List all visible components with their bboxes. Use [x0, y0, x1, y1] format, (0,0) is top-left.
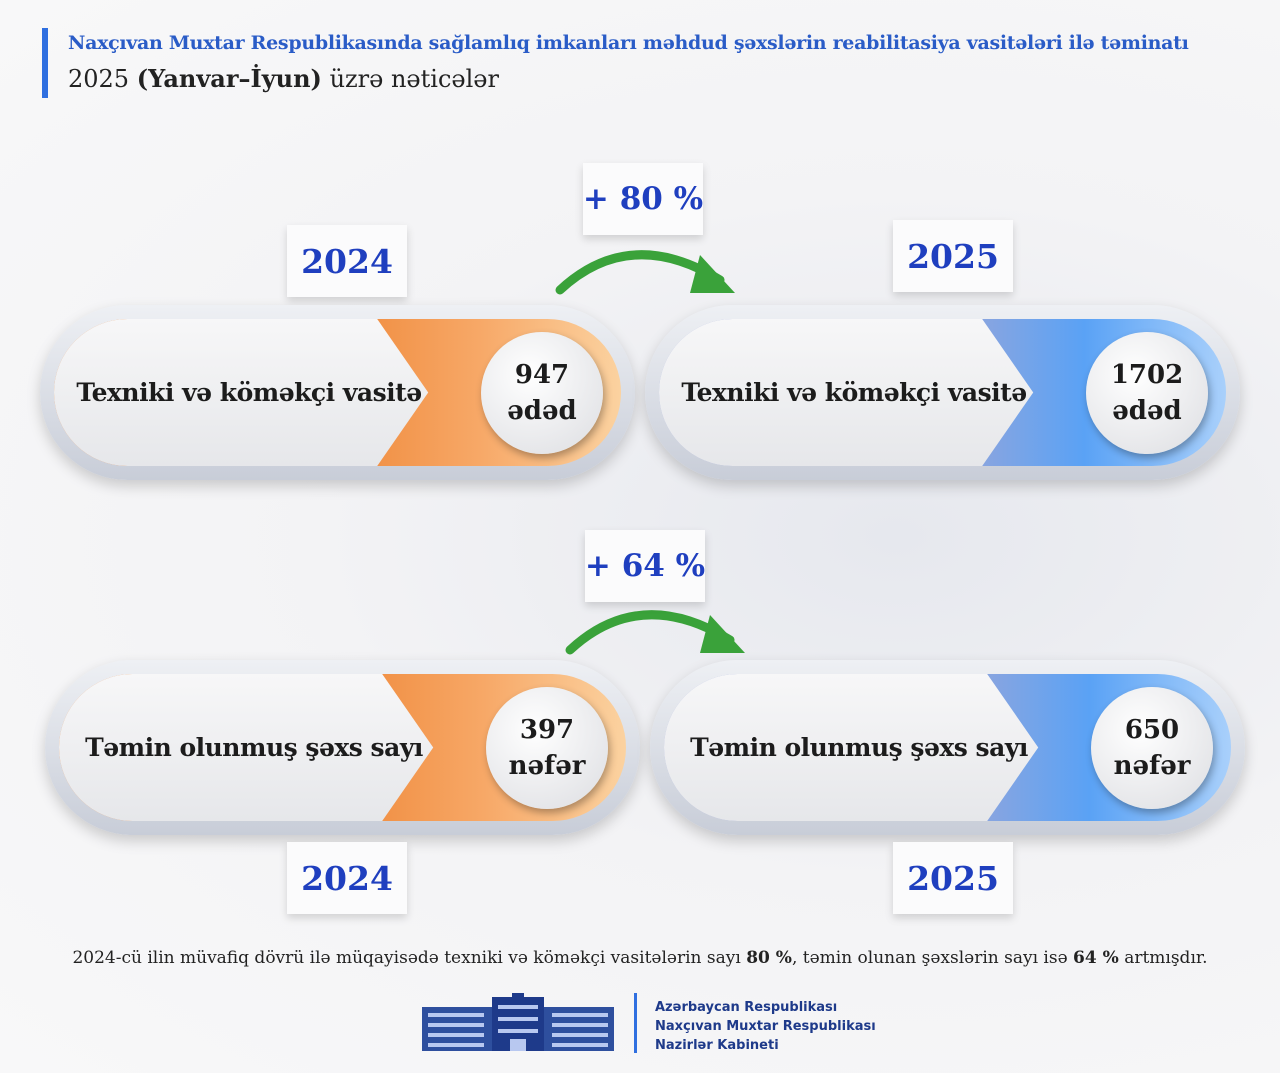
unit: nəfər [1113, 750, 1191, 781]
change-badge: + 80 % [583, 163, 703, 235]
value: 397 [519, 714, 575, 745]
value-circle: 947 ədəd [481, 331, 603, 454]
accent-bar [42, 28, 48, 98]
note-bold: 80 % [746, 948, 792, 968]
value: 1702 [1110, 359, 1184, 390]
building-logo [422, 993, 614, 1051]
value-circle: 650 nəfər [1091, 686, 1213, 809]
year-label: 2025 [893, 842, 1013, 914]
change-badge: + 64 % [585, 530, 705, 602]
card-label: Texniki və köməkçi vasitə [681, 378, 1027, 407]
unit: nəfər [508, 750, 586, 781]
divider [634, 993, 637, 1053]
stat-card: Texniki və köməkçi vasitə 947 ədəd [40, 305, 635, 480]
subtitle: 2025 (Yanvar–İyun) üzrə nəticələr [68, 64, 499, 93]
title: Naxçıvan Muxtar Respublikasında sağlamlı… [68, 32, 1189, 54]
organization: Azərbaycan Respublikası Naxçıvan Muxtar … [655, 998, 876, 1055]
card-label: Texniki və köməkçi vasitə [76, 378, 422, 407]
growth-arrow [555, 250, 735, 295]
note-bold: 64 % [1073, 948, 1119, 968]
value: 947 [514, 359, 570, 390]
note-text: 2024-cü ilin müvafiq dövrü ilə müqayisəd… [72, 948, 741, 968]
unit: ədəd [1112, 395, 1182, 426]
year-label: 2024 [287, 842, 407, 914]
year-label: 2024 [287, 225, 407, 297]
card-label: Təmin olunmuş şəxs sayı [85, 733, 423, 762]
value: 650 [1124, 714, 1180, 745]
growth-arrow [565, 610, 745, 655]
note-text: artmışdır. [1124, 948, 1208, 968]
card-label: Təmin olunmuş şəxs sayı [690, 733, 1028, 762]
stat-card: Təmin olunmuş şəxs sayı 650 nəfər [650, 660, 1245, 835]
unit: ədəd [507, 395, 577, 426]
org-line: Nazirlər Kabineti [655, 1038, 779, 1053]
stat-card: Texniki və köməkçi vasitə 1702 ədəd [645, 305, 1240, 480]
subtitle-year: 2025 [68, 65, 130, 93]
stat-card: Təmin olunmuş şəxs sayı 397 nəfər [45, 660, 640, 835]
summary-note: 2024-cü ilin müvafiq dövrü ilə müqayisəd… [0, 948, 1280, 968]
org-line: Naxçıvan Muxtar Respublikası [655, 1019, 876, 1034]
subtitle-rest: üzrə nəticələr [329, 65, 499, 93]
value-circle: 397 nəfər [486, 686, 608, 809]
note-text: , təmin olunan şəxslərin sayı isə [791, 948, 1068, 968]
year-label: 2025 [893, 220, 1013, 292]
org-line: Azərbaycan Respublikası [655, 1000, 838, 1015]
value-circle: 1702 ədəd [1086, 331, 1208, 454]
subtitle-period: (Yanvar–İyun) [136, 64, 322, 93]
